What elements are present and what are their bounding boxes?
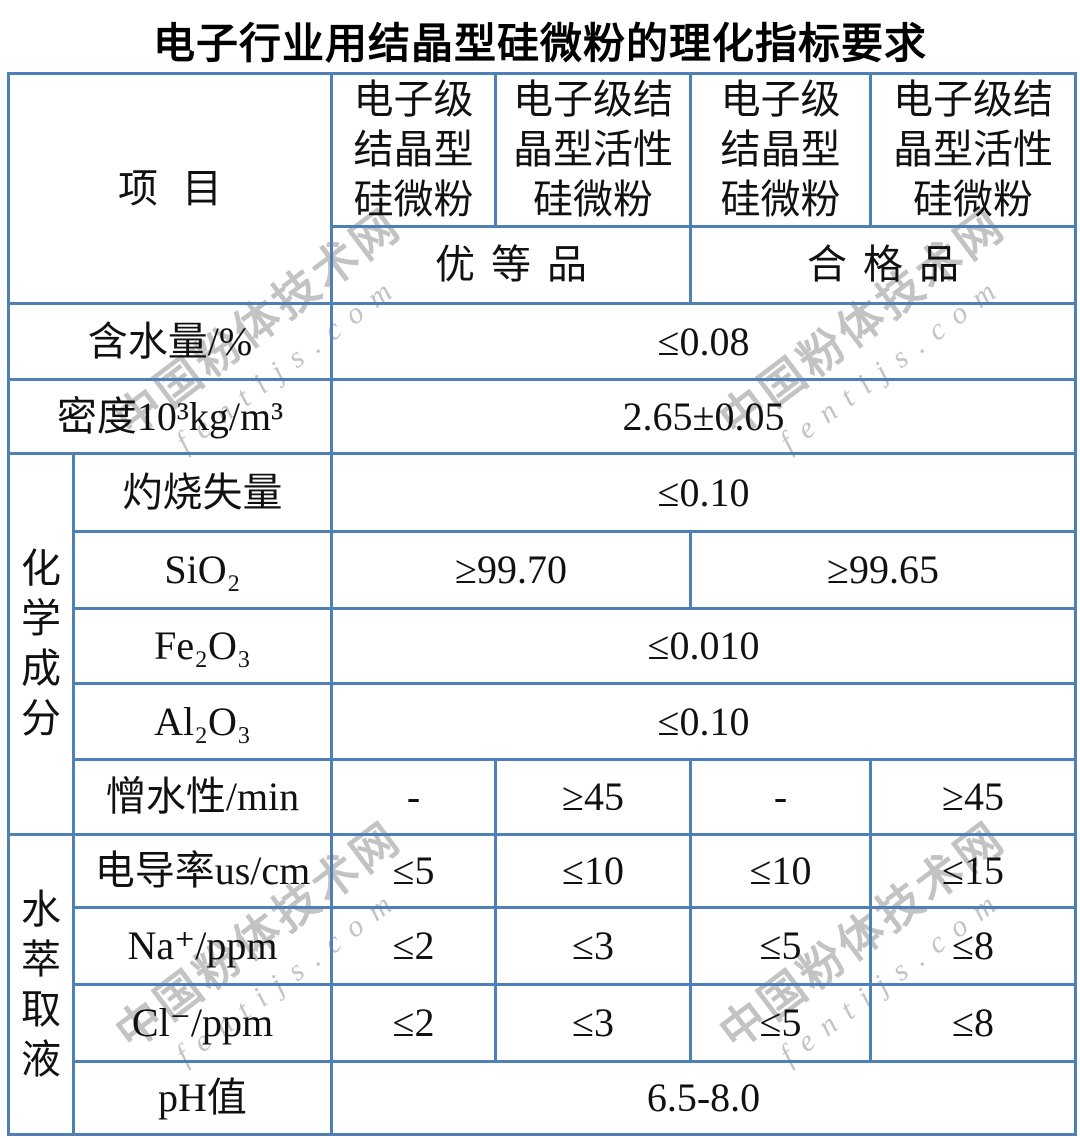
sio2-label: SiO₂: [72, 530, 333, 610]
group-chemical-composition: 化 学 成 分: [7, 452, 75, 836]
moisture-label: 含水量/%: [7, 302, 333, 381]
table-row-fe2o3: Fe₂O₃ ≤0.010: [9, 607, 1077, 685]
hydrophobicity-value-2: ≥45: [494, 758, 692, 836]
ignition-loss-label: 灼烧失量: [72, 452, 333, 533]
density-label: 密度10³kg/m³: [7, 378, 333, 455]
conductivity-value-4: ≤15: [869, 833, 1077, 909]
sodium-value-3: ≤5: [689, 906, 872, 986]
density-value: 2.65±0.05: [330, 378, 1077, 455]
header-col-active-premium: 电子级结 晶型活性 硅微粉: [494, 72, 692, 228]
header-col-crystalline-qualified: 电子级 结晶型 硅微粉: [689, 72, 872, 228]
sio2-qualified-value: ≥99.65: [689, 530, 1077, 610]
hydrophobicity-label: 憎水性/min: [72, 758, 333, 836]
moisture-value: ≤0.08: [330, 302, 1077, 381]
hydrophobicity-value-1: -: [330, 758, 497, 836]
fe2o3-value: ≤0.010: [330, 607, 1077, 685]
sio2-premium-value: ≥99.70: [330, 530, 692, 610]
table-row-al2o3: Al₂O₃ ≤0.10: [9, 682, 1077, 761]
sodium-label: Na⁺/ppm: [72, 906, 333, 986]
conductivity-value-1: ≤5: [330, 833, 497, 909]
table-row-sodium: Na⁺/ppm ≤2 ≤3 ≤5 ≤8: [9, 906, 1077, 986]
chloride-value-3: ≤5: [689, 983, 872, 1063]
grade-premium-cell: 优等品: [330, 225, 692, 305]
header-row-1: 项目 电子级 结晶型 硅微粉 电子级结 晶型活性 硅微粉 电子级 结晶型 硅微粉…: [7, 72, 1077, 305]
ignition-loss-value: ≤0.10: [330, 452, 1077, 533]
grade-qualified-cell: 合格品: [689, 225, 1077, 305]
sodium-value-4: ≤8: [869, 906, 1077, 986]
al2o3-label: Al₂O₃: [72, 682, 333, 761]
table-row-density: 密度10³kg/m³ 2.65±0.05: [7, 378, 1077, 455]
table-row-moisture: 含水量/% ≤0.08: [7, 302, 1077, 381]
table-row-hydrophobicity: 憎水性/min - ≥45 - ≥45: [9, 758, 1077, 836]
table-row-chloride: Cl⁻/ppm ≤2 ≤3 ≤5 ≤8: [9, 983, 1077, 1063]
table-row-conductivity: 水 萃 取 液 电导率us/cm ≤5 ≤10 ≤10 ≤15: [7, 833, 1077, 1136]
page-title: 电子行业用结晶型硅微粉的理化指标要求: [152, 20, 927, 67]
header-col-crystalline-premium: 电子级 结晶型 硅微粉: [330, 72, 497, 228]
chloride-value-4: ≤8: [869, 983, 1077, 1063]
chloride-value-1: ≤2: [330, 983, 497, 1063]
conductivity-value-3: ≤10: [689, 833, 872, 909]
spec-table: 项目 电子级 结晶型 硅微粉 电子级结 晶型活性 硅微粉 电子级 结晶型 硅微粉…: [7, 72, 1077, 1136]
header-row-2: 优等品 合格品: [9, 225, 1077, 305]
table-row-ph: pH值 6.5-8.0: [9, 1060, 1077, 1136]
ph-label: pH值: [72, 1060, 333, 1136]
header-col-active-qualified: 电子级结 晶型活性 硅微粉: [869, 72, 1077, 228]
sodium-value-2: ≤3: [494, 906, 692, 986]
group-water-extract: 水 萃 取 液: [7, 833, 75, 1136]
chloride-value-2: ≤3: [494, 983, 692, 1063]
al2o3-value: ≤0.10: [330, 682, 1077, 761]
header-item-cell: 项目: [7, 72, 333, 305]
chloride-label: Cl⁻/ppm: [72, 983, 333, 1063]
hydrophobicity-value-3: -: [689, 758, 872, 836]
fe2o3-label: Fe₂O₃: [72, 607, 333, 685]
table-row-ignition-loss: 化 学 成 分 灼烧失量 ≤0.10: [7, 452, 1077, 836]
sodium-value-1: ≤2: [330, 906, 497, 986]
ph-value: 6.5-8.0: [330, 1060, 1077, 1136]
conductivity-label: 电导率us/cm: [72, 833, 333, 909]
conductivity-value-2: ≤10: [494, 833, 692, 909]
table-row-sio2: SiO₂ ≥99.70 ≥99.65: [9, 530, 1077, 610]
hydrophobicity-value-4: ≥45: [869, 758, 1077, 836]
